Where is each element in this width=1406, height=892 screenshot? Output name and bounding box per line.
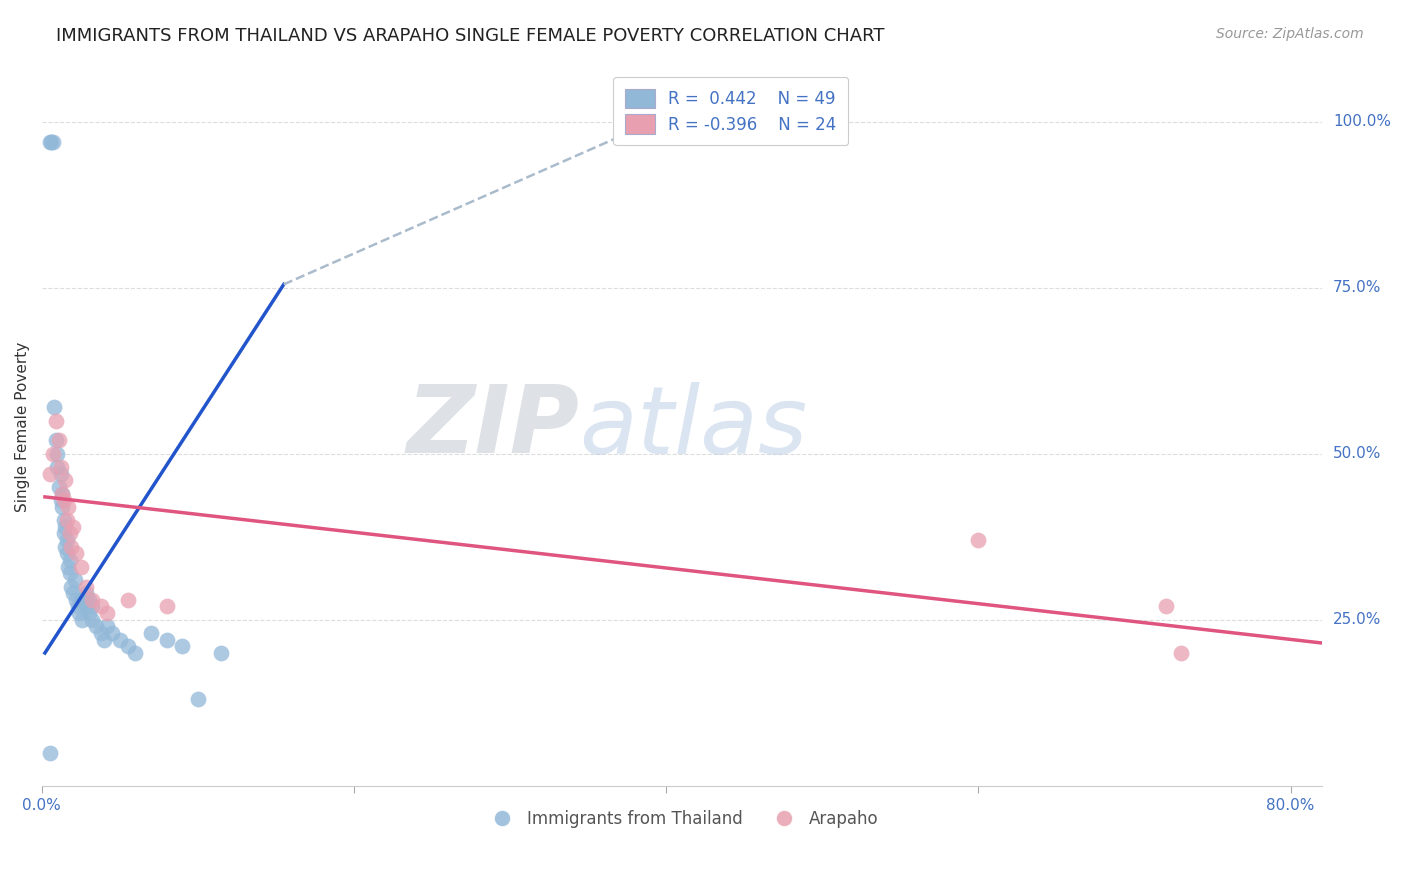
Point (90, 626, 112, 640)
Point (51, 486, 73, 500)
Point (49, 493, 72, 508)
Point (69, 592, 91, 607)
Point (42, 135, 65, 149)
Text: 25.0%: 25.0% (1333, 612, 1381, 627)
Point (93, 632, 115, 647)
Point (46, 460, 69, 475)
Point (75, 599, 97, 614)
Point (62, 586, 84, 600)
Point (59, 566, 82, 581)
Point (48, 480, 70, 494)
Point (77, 606, 100, 620)
Point (75, 586, 97, 600)
Text: 100.0%: 100.0% (1333, 114, 1391, 129)
Point (38, 135, 60, 149)
Point (108, 632, 131, 647)
Point (59, 553, 82, 567)
Text: IMMIGRANTS FROM THAILAND VS ARAPAHO SINGLE FEMALE POVERTY CORRELATION CHART: IMMIGRANTS FROM THAILAND VS ARAPAHO SING… (56, 27, 884, 45)
Point (80, 613, 103, 627)
Text: atlas: atlas (579, 382, 807, 473)
Point (117, 592, 139, 607)
Point (44, 401, 66, 415)
Point (75, 580, 97, 594)
Point (51, 500, 73, 514)
Point (52, 493, 75, 508)
Point (59, 526, 82, 541)
Point (55, 546, 77, 560)
Point (65, 592, 87, 607)
Point (49, 460, 72, 475)
Point (62, 520, 84, 534)
Point (45, 434, 67, 448)
Point (172, 640, 194, 654)
Point (77, 592, 100, 607)
Point (80, 599, 103, 614)
Point (49, 467, 72, 481)
Point (60, 540, 83, 554)
Point (967, 533, 990, 547)
Text: ZIP: ZIP (406, 381, 579, 473)
Point (55, 513, 77, 527)
Point (67, 606, 90, 620)
Point (58, 500, 80, 514)
Point (53, 520, 76, 534)
Point (45, 413, 67, 427)
Point (52, 526, 75, 541)
Point (69, 559, 91, 574)
Point (42, 447, 65, 461)
Point (38, 467, 60, 481)
Point (124, 646, 146, 660)
Text: 75.0%: 75.0% (1333, 280, 1381, 295)
Point (1170, 646, 1192, 660)
Point (58, 559, 80, 574)
Point (39, 135, 62, 149)
Point (52, 513, 75, 527)
Point (66, 599, 89, 614)
Point (209, 646, 232, 660)
Point (187, 692, 209, 706)
Point (156, 632, 179, 647)
Point (38, 746, 60, 760)
Point (51, 486, 73, 500)
Text: Source: ZipAtlas.com: Source: ZipAtlas.com (1216, 27, 1364, 41)
Point (72, 613, 94, 627)
Point (48, 434, 70, 448)
Point (1154, 599, 1177, 614)
Point (53, 473, 76, 487)
Point (86, 619, 108, 633)
Point (63, 573, 86, 587)
Text: 50.0%: 50.0% (1333, 446, 1381, 461)
Point (117, 640, 139, 654)
Point (96, 619, 118, 633)
Point (156, 599, 179, 614)
Point (90, 599, 112, 614)
Point (53, 540, 76, 554)
Point (96, 606, 118, 620)
Point (55, 533, 77, 547)
Point (80, 592, 103, 607)
Y-axis label: Single Female Poverty: Single Female Poverty (15, 342, 30, 512)
Point (65, 546, 87, 560)
Point (101, 626, 124, 640)
Point (139, 626, 162, 640)
Point (60, 580, 83, 594)
Legend: Immigrants from Thailand, Arapaho: Immigrants from Thailand, Arapaho (478, 804, 886, 835)
Point (46, 447, 69, 461)
